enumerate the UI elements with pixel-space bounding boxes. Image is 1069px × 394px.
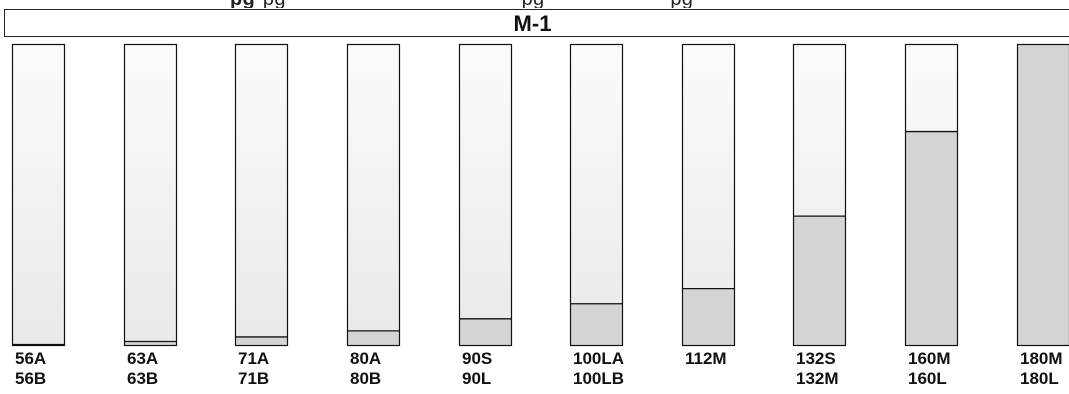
category-label: 180L (1020, 369, 1059, 388)
category-label: 180M (1020, 349, 1063, 368)
bar-background (124, 44, 177, 346)
top-strip-item: pg (522, 0, 545, 8)
bar-outline (123, 43, 178, 347)
category-label: 132M (796, 369, 839, 388)
top-strip-item: pg (263, 0, 286, 8)
category-label: 160M (908, 349, 951, 368)
bar-fill (570, 303, 623, 346)
bar-background (347, 44, 400, 346)
category-label: 56B (15, 369, 46, 388)
bar-fill (459, 318, 512, 346)
category-label: 90S (462, 349, 492, 368)
bar-outline (346, 43, 401, 347)
chart-title: M-1 (513, 11, 552, 36)
bar-outline (458, 43, 513, 347)
bar-background (570, 44, 623, 346)
bar-outline (904, 43, 959, 347)
category-label: 80B (350, 369, 381, 388)
category-label: 112M (685, 349, 727, 368)
category-label: 100LA (573, 349, 624, 368)
bar-outline (569, 43, 624, 347)
bar-outline (1016, 43, 1069, 347)
category-label: 63A (127, 349, 158, 368)
top-strip-text: pg pg pg pg (230, 0, 693, 8)
bar-outline (234, 43, 289, 347)
top-strip: pg pg pg pg (0, 0, 1069, 8)
category-label: 56A (15, 349, 46, 368)
bar-fill (235, 336, 288, 346)
category-label: 132S (796, 349, 836, 368)
category-label: 71A (238, 349, 269, 368)
top-strip-item: pg (670, 0, 693, 8)
category-label: 63B (127, 369, 158, 388)
bar-background (235, 44, 288, 346)
category-label: 80A (350, 349, 381, 368)
chart-title-box: M-1 (4, 9, 1069, 37)
top-strip-item: pg (230, 0, 255, 8)
bar-fill (793, 216, 846, 346)
bar-fill (905, 131, 958, 346)
category-label: 90L (462, 369, 491, 388)
bar-outline (681, 43, 736, 347)
bar-fill (1017, 44, 1069, 346)
bar-background (459, 44, 512, 346)
bar-outline (792, 43, 847, 347)
category-label: 100LB (573, 369, 624, 388)
category-label: 71B (238, 369, 269, 388)
bar-fill (347, 330, 400, 346)
bar-fill (124, 341, 177, 346)
bars-group (11, 43, 1069, 347)
bar-outline (11, 43, 66, 347)
category-label: 160L (908, 369, 947, 388)
bar-fill (682, 288, 735, 346)
bar-background (12, 44, 65, 346)
